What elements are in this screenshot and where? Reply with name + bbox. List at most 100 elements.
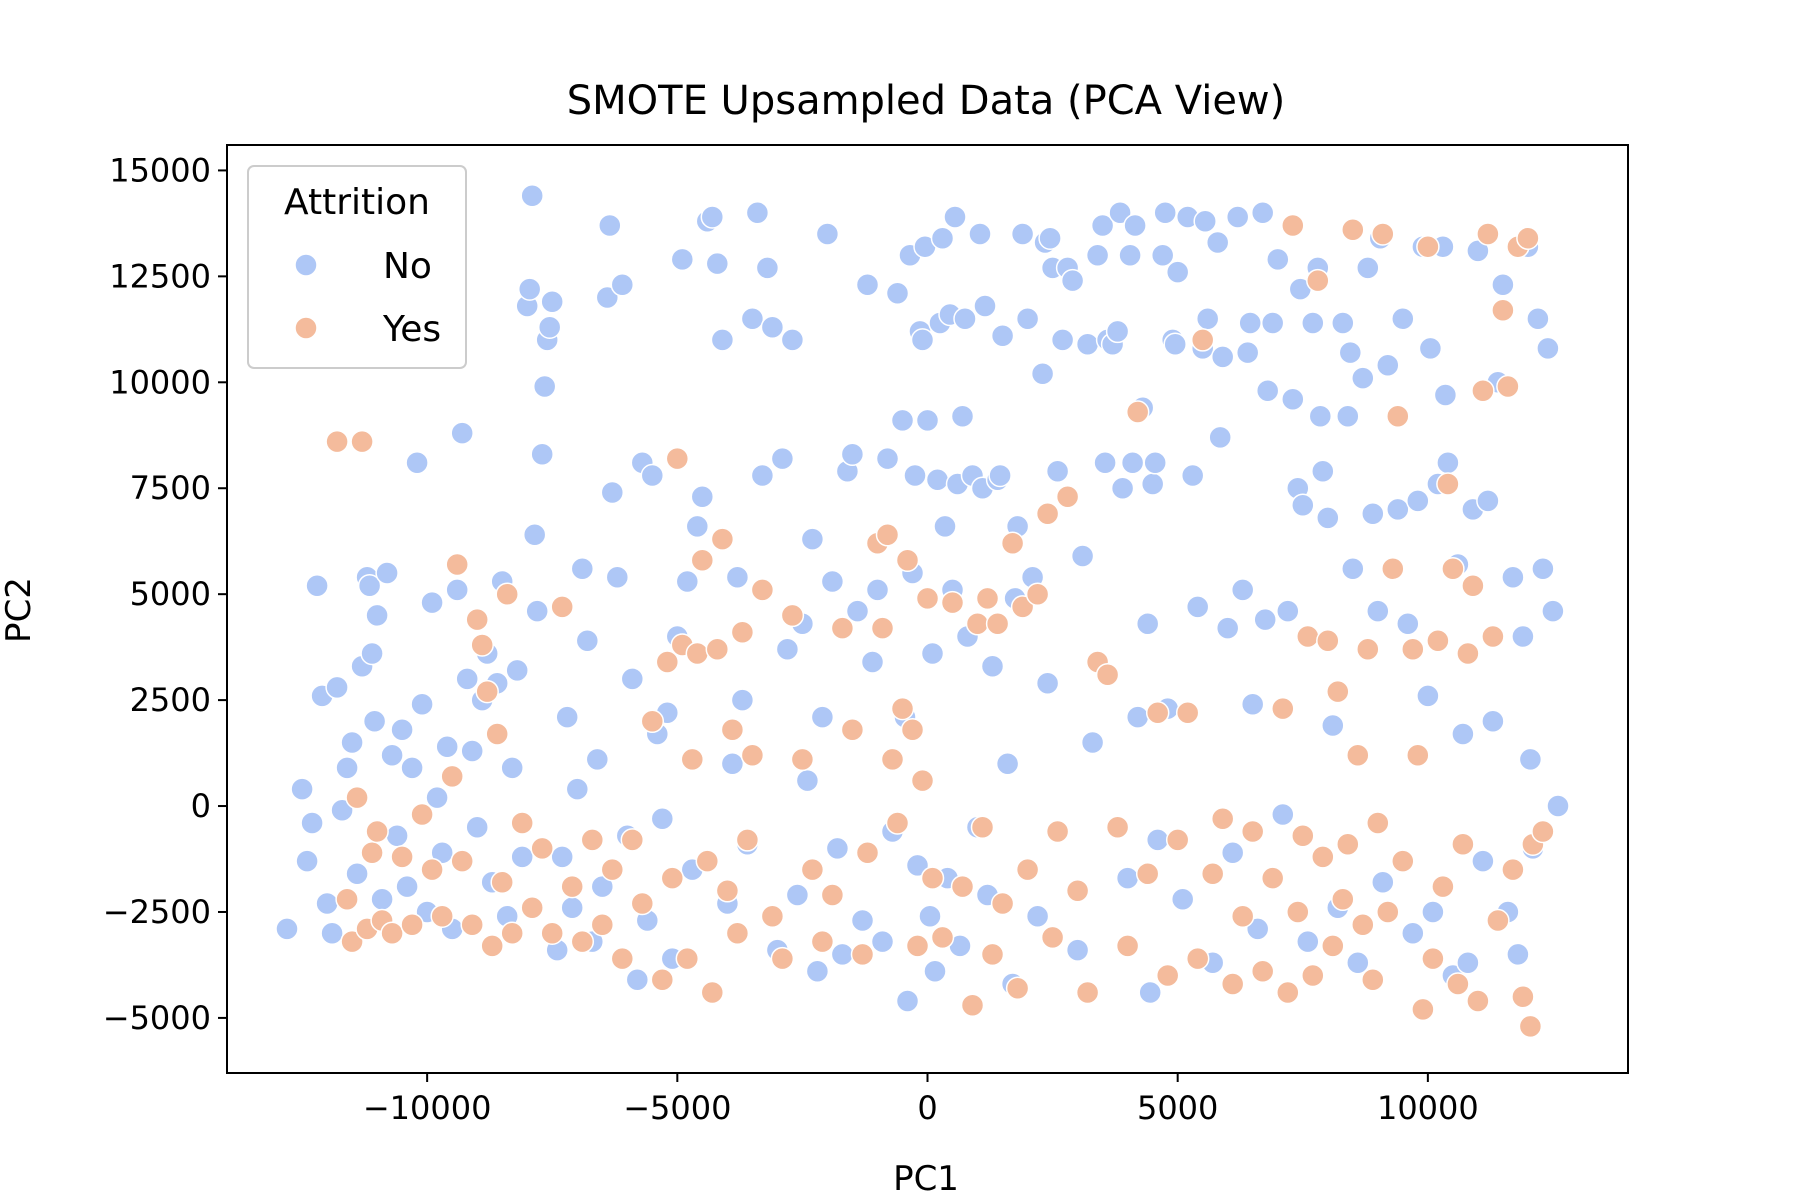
- point-yes-173: [1518, 1014, 1543, 1039]
- y-tick-label-0: −5000: [103, 999, 211, 1037]
- point-no-84: [670, 247, 695, 272]
- point-yes-0: [325, 429, 349, 454]
- point-no-72: [610, 273, 635, 297]
- point-no-285: [1491, 273, 1515, 297]
- point-no-164: [990, 323, 1015, 348]
- point-no-37: [460, 739, 484, 763]
- point-no-165: [995, 751, 1020, 776]
- point-no-21: [380, 743, 404, 767]
- point-no-196: [1120, 451, 1145, 475]
- point-no-2: [295, 849, 319, 873]
- point-no-282: [1476, 489, 1500, 513]
- point-yes-2: [340, 929, 364, 954]
- point-yes-56: [725, 921, 750, 945]
- point-yes-80: [905, 934, 930, 958]
- point-yes-66: [810, 929, 835, 954]
- point-yes-164: [1476, 222, 1500, 246]
- point-no-80: [650, 807, 675, 831]
- point-yes-25: [495, 582, 519, 606]
- point-no-264: [1396, 612, 1420, 636]
- point-no-120: [850, 908, 875, 933]
- y-tick-label-6: 10000: [109, 363, 211, 401]
- point-no-217: [1195, 306, 1220, 331]
- y-tick-label-8: 15000: [109, 151, 211, 189]
- point-no-245: [1311, 459, 1335, 484]
- point-no-262: [1386, 497, 1410, 522]
- point-no-209: [1163, 332, 1187, 356]
- point-yes-17: [450, 849, 474, 873]
- point-no-281: [1471, 849, 1495, 873]
- point-yes-11: [400, 912, 424, 937]
- point-no-91: [705, 251, 730, 276]
- point-yes-102: [1055, 484, 1080, 509]
- point-yes-110: [1135, 862, 1160, 886]
- point-no-228: [1240, 692, 1265, 717]
- point-yes-57: [730, 620, 755, 645]
- point-no-133: [903, 463, 927, 488]
- point-yes-54: [715, 879, 740, 903]
- point-yes-114: [1175, 701, 1200, 725]
- point-yes-26: [500, 921, 524, 945]
- point-yes-44: [665, 446, 690, 471]
- point-yes-31: [550, 595, 574, 619]
- point-yes-160: [1456, 641, 1480, 666]
- point-yes-65: [800, 857, 825, 882]
- point-no-259: [1371, 870, 1395, 895]
- point-no-125: [875, 446, 900, 471]
- point-no-233: [1260, 311, 1285, 335]
- point-no-230: [1250, 201, 1275, 225]
- point-no-187: [1090, 213, 1115, 238]
- point-no-192: [1108, 201, 1132, 225]
- point-no-4: [305, 573, 329, 598]
- point-no-16: [360, 641, 384, 666]
- point-no-197: [1123, 213, 1147, 238]
- point-no-268: [1416, 684, 1440, 708]
- point-yes-122: [1250, 959, 1275, 984]
- point-no-47: [510, 845, 534, 869]
- point-no-255: [1356, 256, 1380, 280]
- point-no-278: [1456, 951, 1480, 975]
- point-yes-95: [1005, 976, 1030, 1001]
- point-no-98: [740, 306, 765, 331]
- point-no-136: [910, 328, 935, 352]
- point-no-149: [943, 205, 967, 229]
- point-no-142: [925, 468, 950, 492]
- point-no-62: [565, 777, 590, 801]
- point-yes-132: [1311, 845, 1335, 869]
- point-no-172: [1025, 904, 1050, 928]
- point-yes-128: [1291, 823, 1315, 848]
- point-no-45: [500, 756, 524, 780]
- legend-title: Attrition: [284, 182, 430, 223]
- point-no-68: [595, 285, 620, 310]
- point-yes-34: [580, 828, 605, 852]
- point-yes-55: [720, 718, 745, 742]
- point-no-26: [405, 451, 429, 475]
- point-no-8: [325, 675, 349, 700]
- point-yes-46: [675, 946, 700, 971]
- point-yes-43: [660, 866, 685, 890]
- points-layer: [275, 184, 1570, 1039]
- point-yes-36: [600, 857, 625, 882]
- point-no-250: [1336, 404, 1360, 428]
- point-yes-48: [685, 641, 710, 666]
- point-no-179: [1050, 328, 1075, 352]
- point-no-159: [973, 294, 997, 318]
- legend-label-no: No: [383, 246, 432, 287]
- point-no-226: [1235, 340, 1260, 365]
- point-no-247: [1321, 713, 1345, 738]
- point-no-69: [598, 213, 622, 238]
- point-no-260: [1376, 353, 1400, 378]
- point-yes-139: [1346, 743, 1370, 767]
- point-yes-32: [560, 874, 584, 899]
- legend-label-yes: Yes: [382, 309, 441, 350]
- point-yes-172: [1516, 226, 1540, 250]
- point-yes-24: [490, 870, 514, 895]
- point-no-224: [1225, 205, 1250, 229]
- point-yes-150: [1406, 743, 1430, 767]
- point-no-34: [445, 578, 469, 602]
- point-no-74: [620, 667, 645, 691]
- point-no-205: [1150, 243, 1175, 267]
- point-no-7: [320, 921, 344, 945]
- point-no-3: [300, 811, 324, 835]
- point-yes-107: [1105, 815, 1130, 839]
